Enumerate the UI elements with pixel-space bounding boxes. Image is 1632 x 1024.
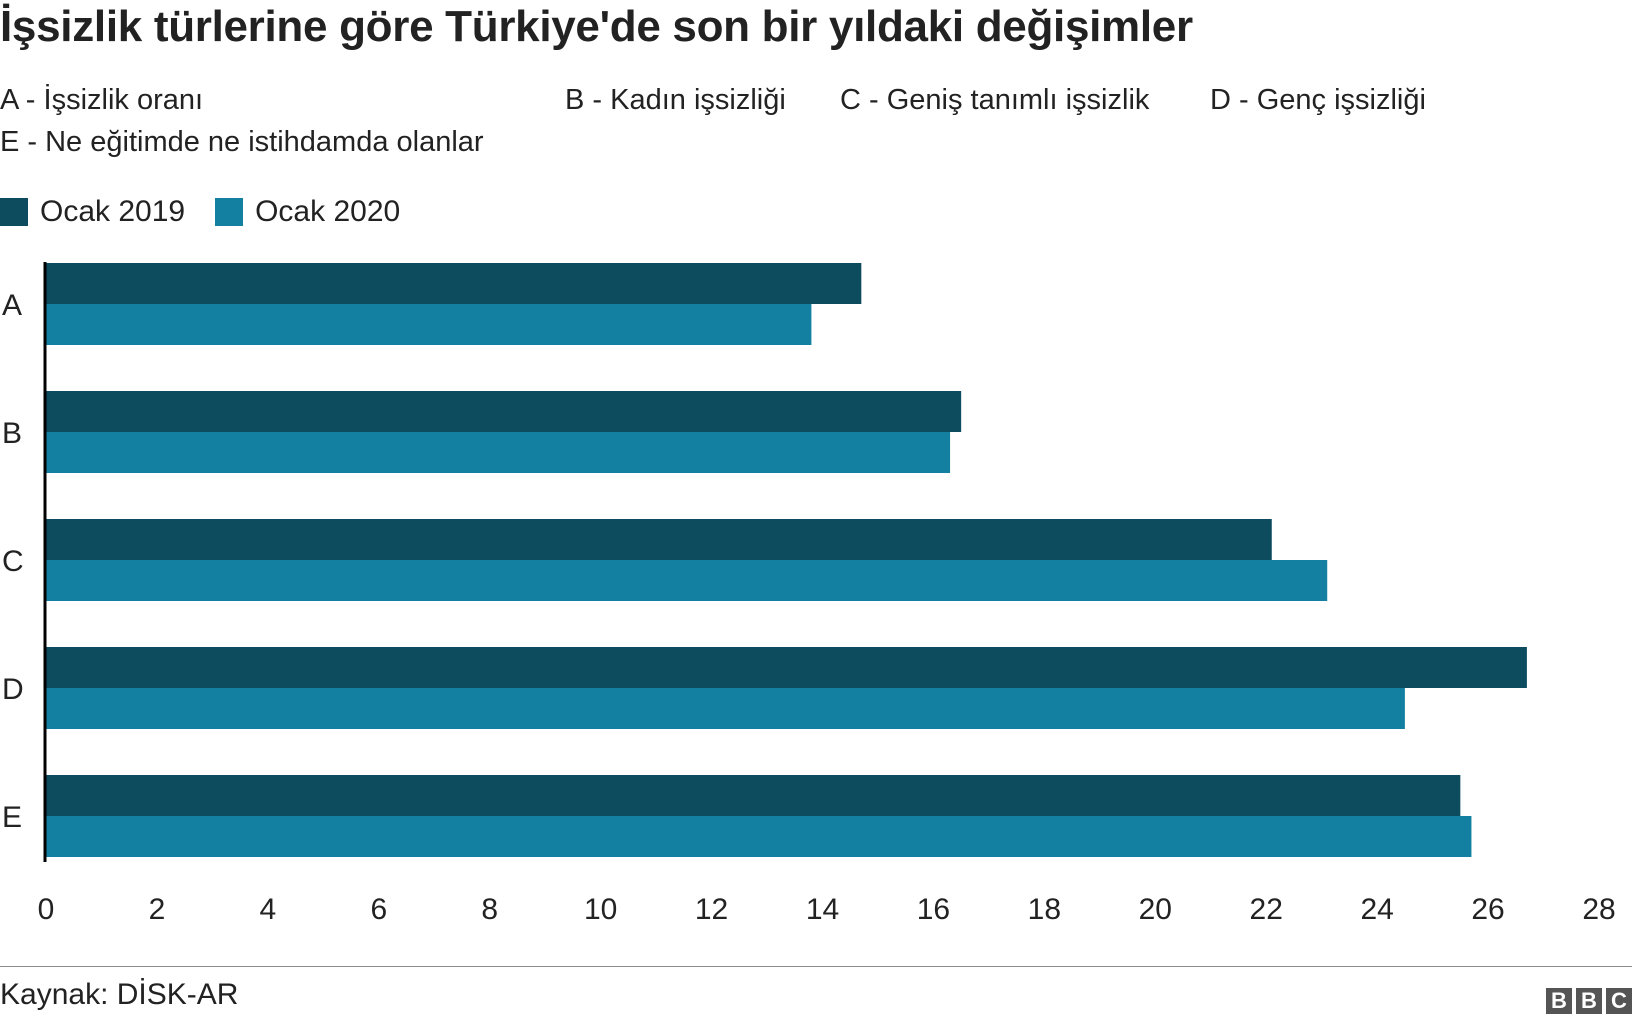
legend-swatch-2019 — [0, 198, 28, 226]
x-tick-label-20: 20 — [1139, 893, 1172, 926]
x-tick-label-10: 10 — [584, 893, 617, 926]
key-item-d: D - Genç işsizliği — [1210, 84, 1426, 116]
x-tick-label-6: 6 — [370, 893, 387, 926]
x-tick-label-28: 28 — [1582, 893, 1615, 926]
bar-a-ocak-2019 — [46, 263, 862, 304]
bar-e-ocak-2020 — [46, 816, 1472, 857]
legend: Ocak 2019 Ocak 2020 — [0, 192, 430, 232]
key-item-b: B - Kadın işsizliği — [565, 84, 786, 116]
y-tick-label-a: A — [2, 289, 22, 322]
bar-a-ocak-2020 — [46, 304, 812, 345]
bar-b-ocak-2020 — [46, 432, 951, 473]
bar-c-ocak-2019 — [46, 519, 1272, 560]
chart-title: İşsizlik türlerine göre Türkiye'de son b… — [0, 2, 1193, 51]
bbc-logo-block-3: C — [1606, 988, 1632, 1014]
key-item-e: E - Ne eğitimde ne istihdamda olanlar — [0, 126, 484, 158]
legend-label-2019: Ocak 2019 — [40, 195, 186, 228]
y-tick-label-e: E — [2, 801, 22, 834]
y-tick-label-b: B — [2, 417, 22, 450]
x-tick-label-22: 22 — [1250, 893, 1283, 926]
x-tick-label-4: 4 — [260, 893, 277, 926]
legend-label-2020: Ocak 2020 — [255, 195, 401, 228]
bbc-logo: B B C — [1542, 988, 1632, 1014]
x-tick-label-12: 12 — [695, 893, 728, 926]
bbc-logo-block-2: B — [1576, 988, 1602, 1014]
y-tick-label-c: C — [2, 545, 24, 578]
x-tick-label-2: 2 — [149, 893, 166, 926]
legend-swatch-2020 — [215, 198, 244, 226]
x-tick-label-8: 8 — [481, 893, 498, 926]
bar-d-ocak-2019 — [46, 647, 1527, 688]
x-tick-label-26: 26 — [1471, 893, 1504, 926]
bar-b-ocak-2019 — [46, 391, 962, 432]
x-tick-label-24: 24 — [1360, 893, 1393, 926]
x-tick-label-18: 18 — [1028, 893, 1061, 926]
bar-d-ocak-2020 — [46, 688, 1405, 729]
footer-divider — [0, 966, 1632, 967]
legend-item-2020: Ocak 2020 — [215, 195, 400, 229]
bar-e-ocak-2019 — [46, 775, 1461, 816]
x-tick-label-14: 14 — [806, 893, 839, 926]
bbc-logo-block-1: B — [1546, 988, 1572, 1014]
x-tick-label-16: 16 — [917, 893, 950, 926]
x-tick-label-0: 0 — [38, 893, 55, 926]
y-tick-label-d: D — [2, 673, 24, 706]
key-item-c: C - Geniş tanımlı işsizlik — [840, 84, 1150, 116]
source-note: Kaynak: DİSK-AR — [0, 978, 239, 1011]
bar-c-ocak-2020 — [46, 560, 1328, 601]
key-item-a: A - İşsizlik oranı — [0, 84, 204, 116]
legend-item-2019: Ocak 2019 — [0, 195, 185, 229]
